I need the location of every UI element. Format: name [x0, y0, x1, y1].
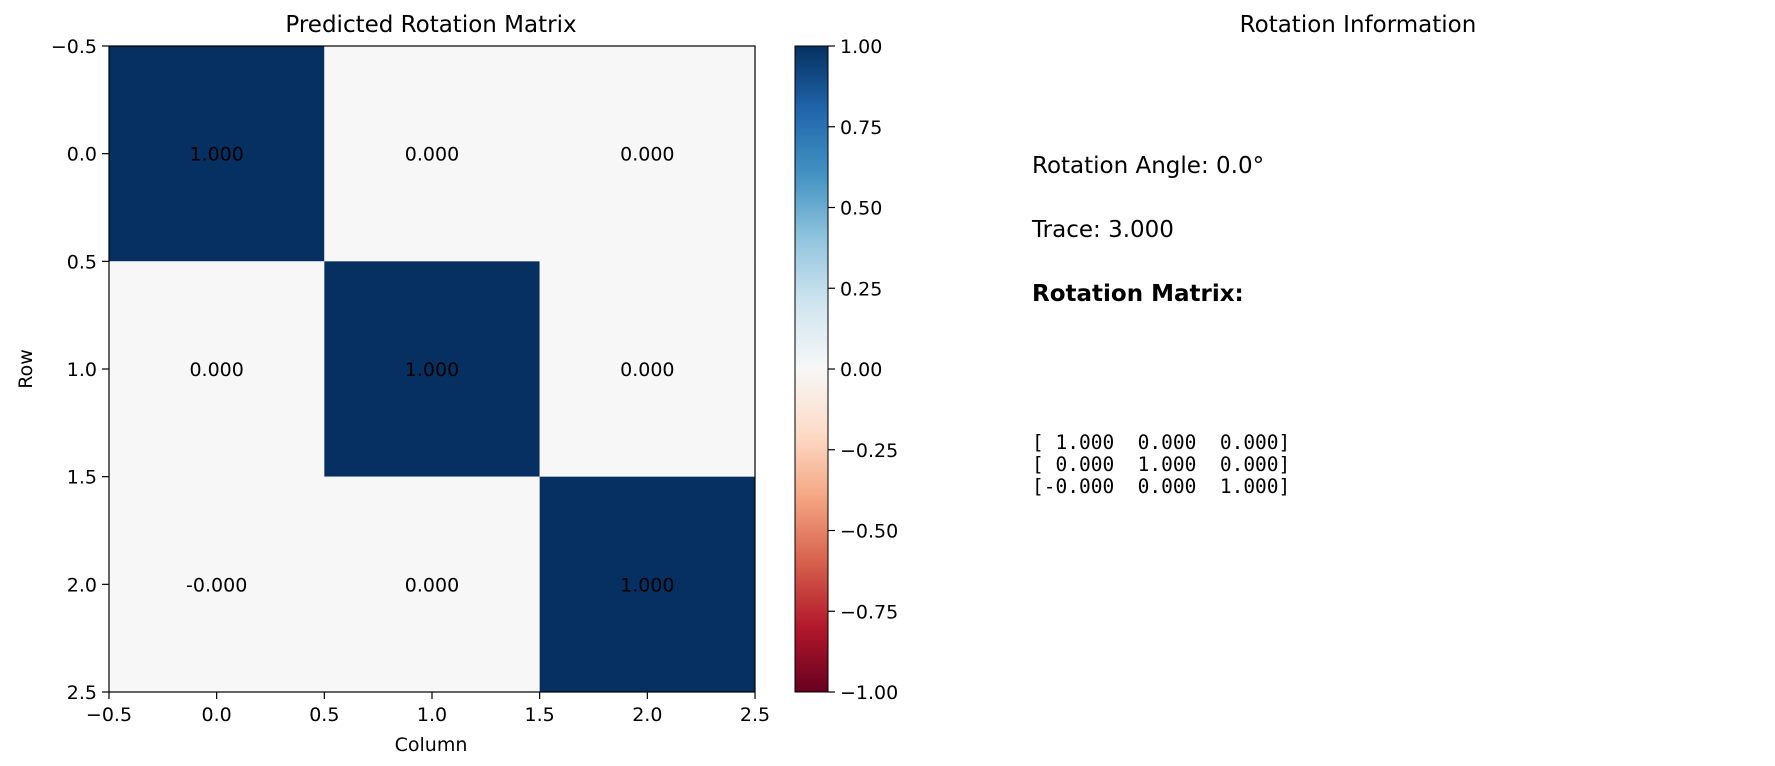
colorbar-tick-label: 1.00: [840, 36, 882, 58]
y-tick-label: 1.5: [67, 467, 97, 489]
cell-value-label: 0.000: [620, 359, 674, 381]
heatmap-cell: [109, 261, 325, 477]
heatmap-cells: [109, 46, 755, 692]
trace-text: Trace: 3.000: [1032, 217, 1174, 243]
colorbar-tick-label: 0.00: [840, 359, 882, 381]
colorbar-tick-label: −0.50: [840, 521, 898, 543]
cell-value-label: 0.000: [405, 144, 459, 166]
colorbar-axis: 1.00 0.75 0.50 0.25 0.00 −0.25 −0.50 −0.75 −1.00: [828, 36, 898, 704]
y-tick-label: 1.0: [67, 359, 97, 381]
heatmap-cell: [324, 261, 540, 477]
colorbar-tick-label: 0.25: [840, 278, 882, 300]
cell-value-label: 1.000: [620, 574, 674, 596]
matrix-row: [ 0.000 1.000 0.000]: [1032, 453, 1291, 476]
colorbar-tick-label: −0.75: [840, 601, 898, 623]
cell-value-label: 1.000: [189, 144, 243, 166]
x-tick-label: 2.0: [632, 704, 662, 726]
heatmap-cell: [539, 476, 755, 692]
matrix-row: [-0.000 0.000 1.000]: [1032, 475, 1291, 498]
heatmap-cell: [109, 46, 325, 262]
heatmap-cell: [324, 476, 540, 692]
y-tick-label: 2.0: [67, 574, 97, 596]
cell-value-label: 0.000: [405, 574, 459, 596]
x-axis: −0.5 0.0 0.5 1.0 1.5 2.0 2.5: [86, 692, 770, 726]
matrix-row: [ 1.000 0.000 0.000]: [1032, 431, 1291, 454]
colorbar-tick-label: 0.50: [840, 198, 882, 220]
cell-value-label: 1.000: [405, 359, 459, 381]
info-title: Rotation Information: [1239, 12, 1477, 38]
y-axis: −0.5 0.0 0.5 1.0 1.5 2.0 2.5: [51, 36, 109, 704]
colorbar-tick-label: −1.00: [840, 682, 898, 704]
rotation-matrix-heading: Rotation Matrix:: [1032, 281, 1244, 307]
heatmap-cell: [324, 46, 540, 262]
colorbar: [794, 45, 829, 693]
y-tick-label: 0.5: [67, 251, 97, 273]
rotation-info-panel: Rotation Information Rotation Angle: 0.0…: [1032, 0, 1732, 766]
x-tick-label: −0.5: [86, 704, 132, 726]
x-tick-label: 1.5: [525, 704, 555, 726]
rotation-matrix-text: [ 1.000 0.000 0.000] [ 0.000 1.000 0.000…: [1032, 432, 1290, 498]
x-tick-label: 2.5: [740, 704, 770, 726]
colorbar-tick-label: 0.75: [840, 117, 882, 139]
y-tick-label: 0.0: [67, 144, 97, 166]
x-tick-label: 1.0: [417, 704, 447, 726]
heatmap-cell: [539, 46, 755, 262]
heatmap-figure: Predicted Rotation Matrix 1.000 0.000 0.00…: [15, 12, 898, 756]
cell-value-label: 0.000: [189, 359, 243, 381]
y-tick-label: 2.5: [67, 682, 97, 704]
cell-value-label: 0.000: [620, 144, 674, 166]
x-axis-label: Column: [395, 734, 468, 756]
y-axis-label: Row: [15, 349, 37, 389]
colorbar-tick-label: −0.25: [840, 440, 898, 462]
rotation-angle-text: Rotation Angle: 0.0°: [1032, 153, 1265, 179]
cell-value-label: -0.000: [186, 574, 247, 596]
heatmap-cell: [109, 476, 325, 692]
heatmap-cell: [539, 261, 755, 477]
x-tick-label: 0.0: [202, 704, 232, 726]
chart-title: Predicted Rotation Matrix: [285, 12, 576, 38]
x-tick-label: 0.5: [309, 704, 339, 726]
y-tick-label: −0.5: [51, 36, 97, 58]
heatmap-cell-labels: 1.000 0.000 0.000 0.000 1.000 0.000 -0.000 0.00…: [186, 144, 674, 597]
